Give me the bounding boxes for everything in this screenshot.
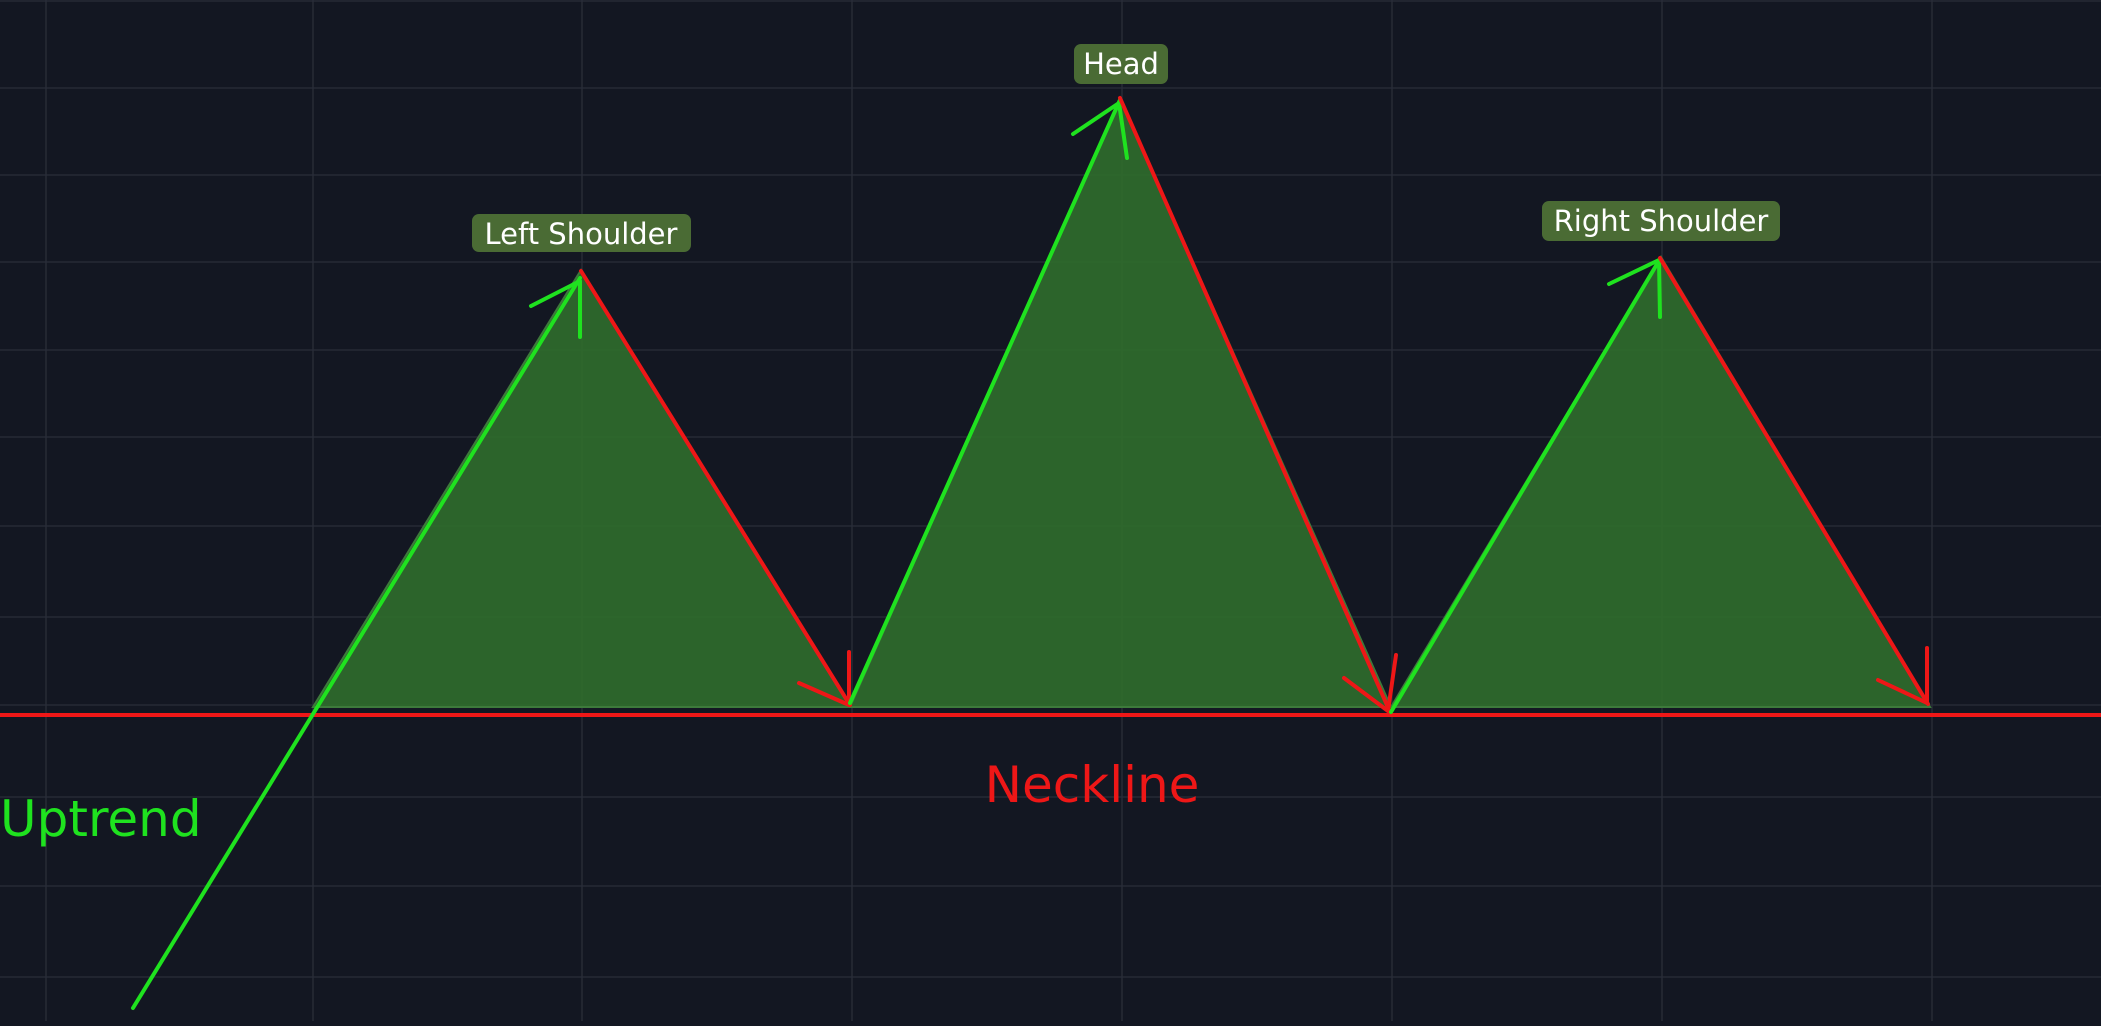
- head-up-arrowhead: [1071, 101, 1129, 160]
- head-down-line: [1118, 96, 1392, 714]
- head-label-text: Head: [1083, 47, 1159, 81]
- left-shoulder-label: Left Shoulder: [472, 214, 691, 252]
- right-shoulder-down-arrowhead: [1876, 646, 1929, 705]
- left-shoulder-down-line: [579, 269, 852, 707]
- uptrend-line: [131, 276, 582, 1010]
- right-shoulder-down-line: [1658, 256, 1930, 706]
- right-shoulder-area: [1389, 255, 1932, 708]
- left-shoulder-up-arrowhead: [529, 279, 582, 339]
- left-shoulder-label-text: Left Shoulder: [485, 217, 678, 251]
- right-shoulder-label: Right Shoulder: [1542, 201, 1780, 241]
- head-down-arrowhead: [1342, 653, 1398, 713]
- right-shoulder-up-arrowhead: [1607, 258, 1662, 319]
- left-shoulder-down-arrowhead: [797, 650, 851, 707]
- neckline-label: Neckline: [985, 756, 1200, 814]
- right-shoulder-up-line: [1389, 257, 1662, 714]
- head-label: Head: [1074, 44, 1168, 84]
- right-shoulder-label-text: Right Shoulder: [1554, 204, 1769, 238]
- head-up-line: [848, 98, 1122, 705]
- uptrend-label: Uptrend: [0, 790, 202, 848]
- head-area: [848, 95, 1393, 708]
